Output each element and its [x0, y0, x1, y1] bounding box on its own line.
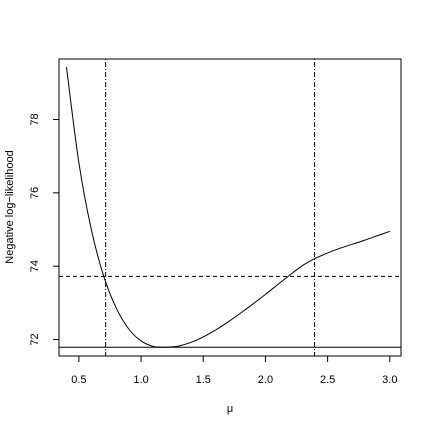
y-tick-label: 72 — [29, 333, 41, 345]
y-tick-label: 74 — [29, 260, 41, 272]
reference-lines — [59, 59, 401, 356]
y-tick-label: 76 — [29, 187, 41, 199]
y-tick-label: 78 — [29, 113, 41, 125]
x-tick-label: 3.0 — [382, 374, 397, 386]
x-tick-label: 2.0 — [258, 374, 273, 386]
x-tick-label: 0.5 — [71, 374, 86, 386]
x-tick-label: 1.0 — [133, 374, 148, 386]
y-axis: 72 74 76 78 — [29, 113, 59, 346]
nll-curve — [65, 67, 390, 348]
x-axis-title: μ — [227, 403, 233, 415]
curve-layer — [65, 67, 390, 348]
x-tick-label: 2.5 — [320, 374, 335, 386]
x-tick-label: 1.5 — [196, 374, 211, 386]
x-axis: 0.5 1.0 1.5 2.0 2.5 3.0 — [71, 356, 397, 386]
plot-frame — [58, 58, 402, 357]
y-axis-title: Negative log−likelihood — [4, 150, 16, 263]
